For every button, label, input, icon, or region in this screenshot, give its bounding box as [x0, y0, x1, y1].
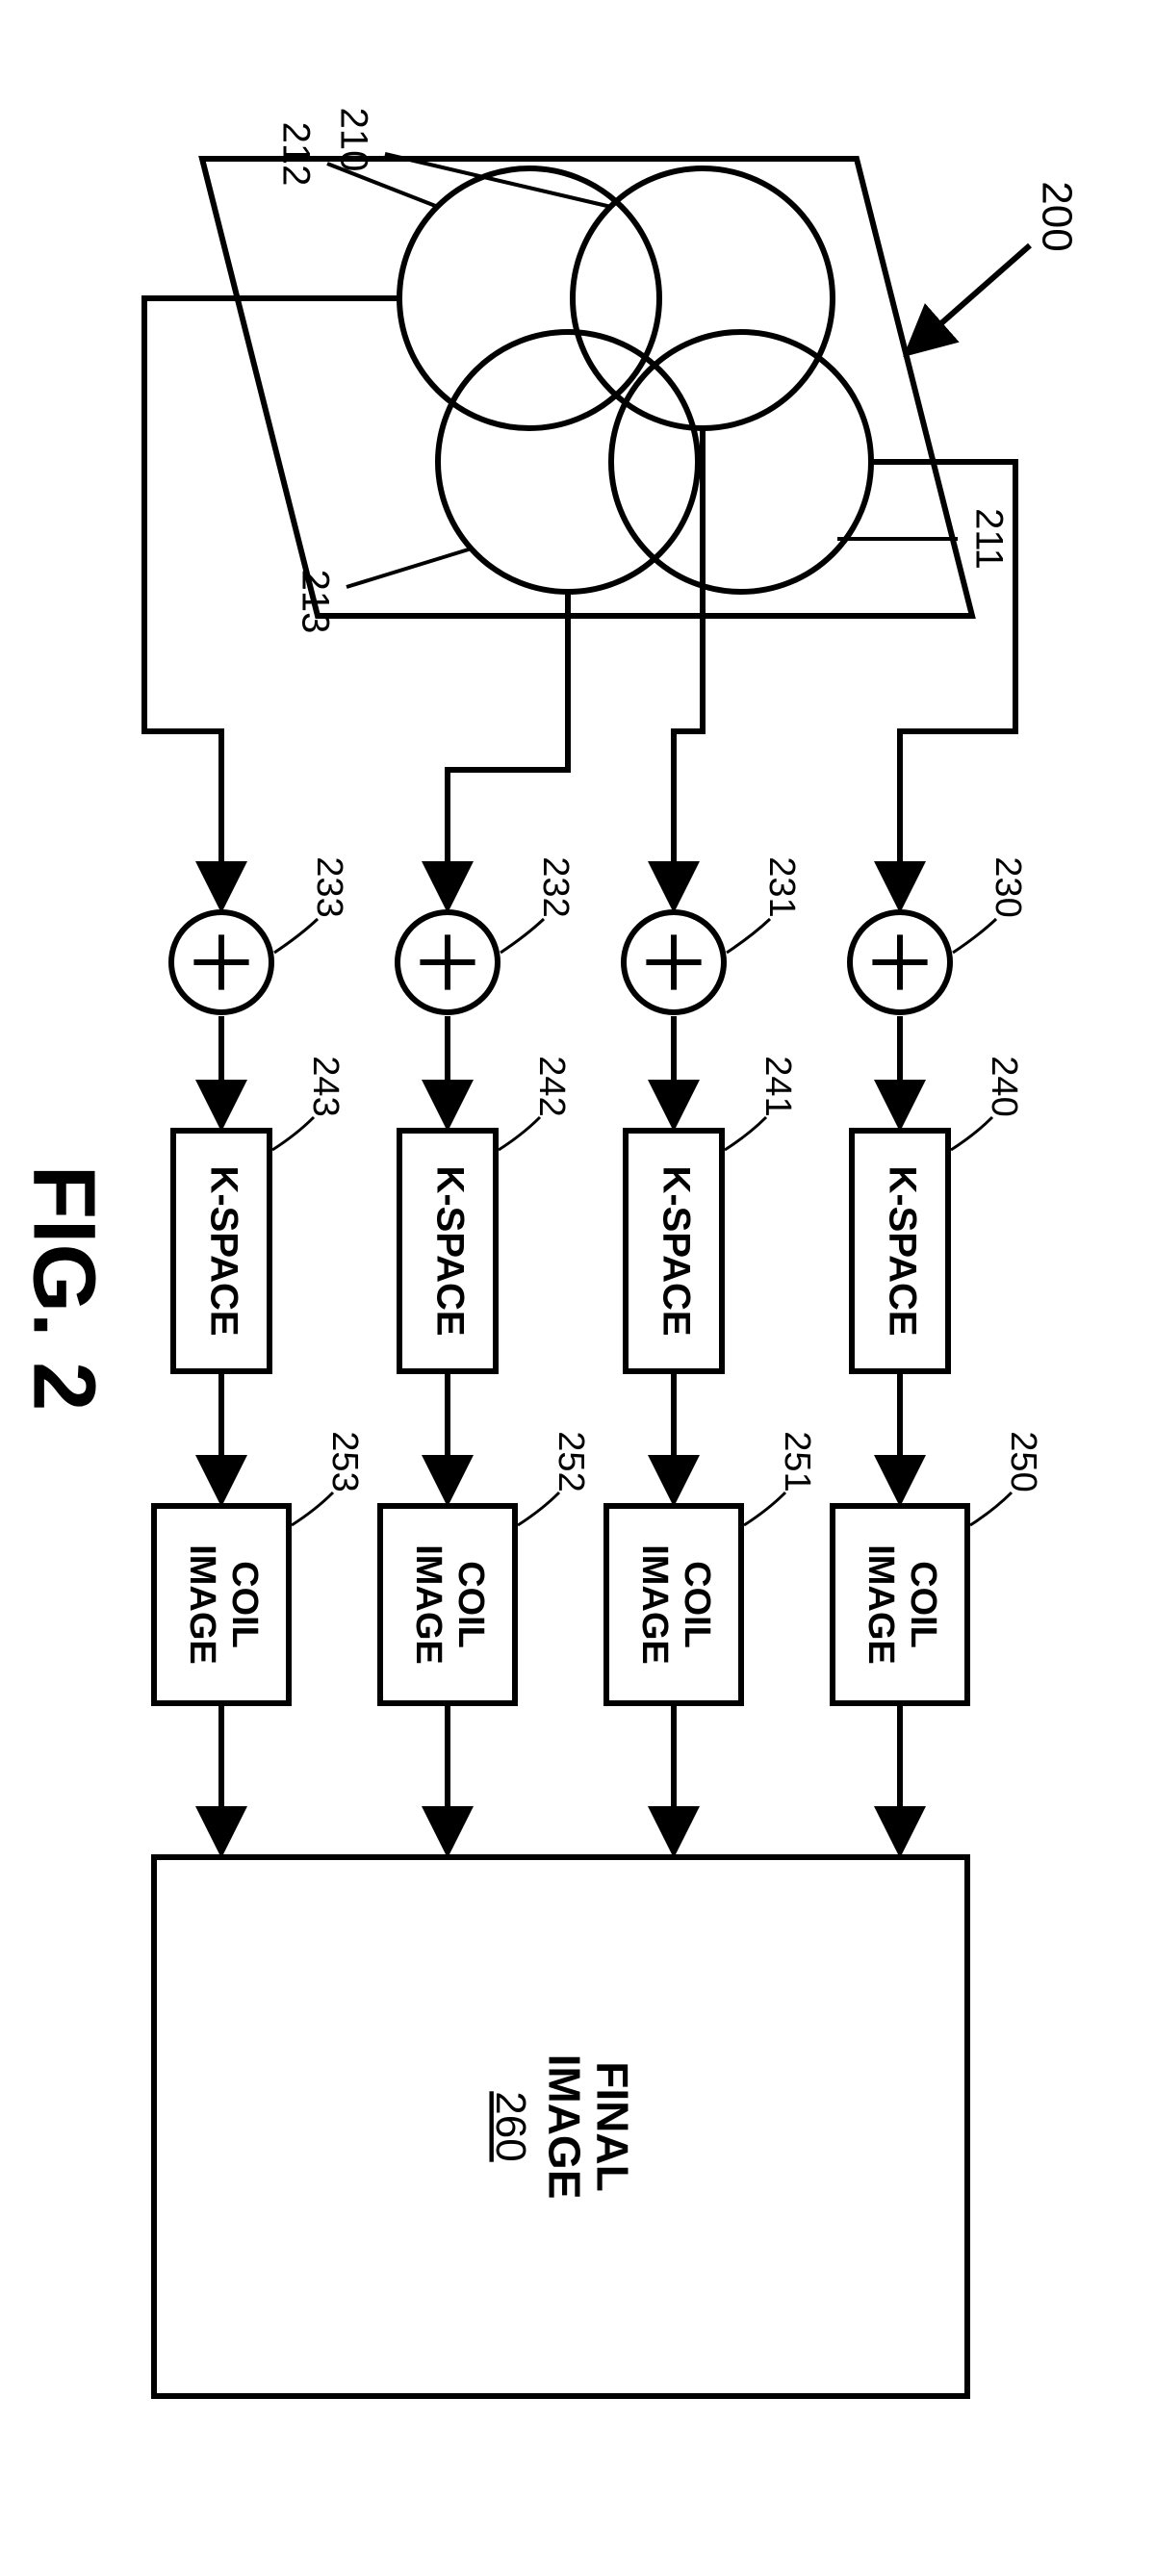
coilimg-l2-252: IMAGE — [408, 1544, 449, 1665]
kspace-label-241: K-SPACE — [654, 1165, 697, 1336]
coil-211 — [611, 332, 871, 592]
adder-ref-232: 232 — [535, 856, 576, 917]
coilimg-l1-251: COIL — [677, 1561, 717, 1648]
kspace-ref-242: 242 — [531, 1056, 572, 1116]
adder-ref-230: 230 — [988, 856, 1028, 917]
coilimg-ref-250: 250 — [1003, 1431, 1043, 1492]
final-label1: FINAL — [587, 2061, 637, 2191]
adder-ref-233: 233 — [309, 856, 349, 917]
kspace-label-243: K-SPACE — [202, 1165, 244, 1336]
coilimg-l1-252: COIL — [450, 1561, 491, 1648]
final-ref: 260 — [487, 2091, 534, 2161]
kspace-ref-240: 240 — [984, 1056, 1024, 1116]
coil-210 — [573, 168, 833, 428]
coilimg-ref-253: 253 — [324, 1431, 365, 1492]
coil-212 — [399, 168, 659, 428]
coil-panel — [202, 159, 972, 616]
adder-ref-231: 231 — [761, 856, 802, 917]
coilimg-ref-251: 251 — [777, 1431, 817, 1492]
wire-3 — [144, 298, 399, 905]
figure-label: FIG. 2 — [15, 1165, 114, 1412]
coilimg-ref-252: 252 — [551, 1431, 591, 1492]
coilimg-l1-250: COIL — [903, 1561, 943, 1648]
diagram-ref: 200 — [1033, 181, 1080, 251]
kspace-label-242: K-SPACE — [428, 1165, 471, 1336]
diagram-ref-arrow — [910, 245, 1030, 351]
coilimg-l1-253: COIL — [224, 1561, 265, 1648]
kspace-ref-243: 243 — [305, 1056, 346, 1116]
coil-ref-210: 210 — [332, 108, 374, 172]
coilimg-l2-251: IMAGE — [634, 1544, 675, 1665]
final-label2: IMAGE — [539, 2054, 589, 2200]
coil-ref-211: 211 — [967, 508, 1010, 570]
kspace-label-240: K-SPACE — [881, 1165, 923, 1336]
coilimg-l2-250: IMAGE — [860, 1544, 901, 1665]
coilimg-l2-253: IMAGE — [182, 1544, 222, 1665]
coil-213 — [438, 332, 698, 592]
wire-1 — [674, 428, 703, 905]
kspace-ref-241: 241 — [757, 1056, 798, 1116]
coil-ref-213: 213 — [294, 570, 336, 634]
coil-ref-212: 212 — [274, 122, 317, 187]
